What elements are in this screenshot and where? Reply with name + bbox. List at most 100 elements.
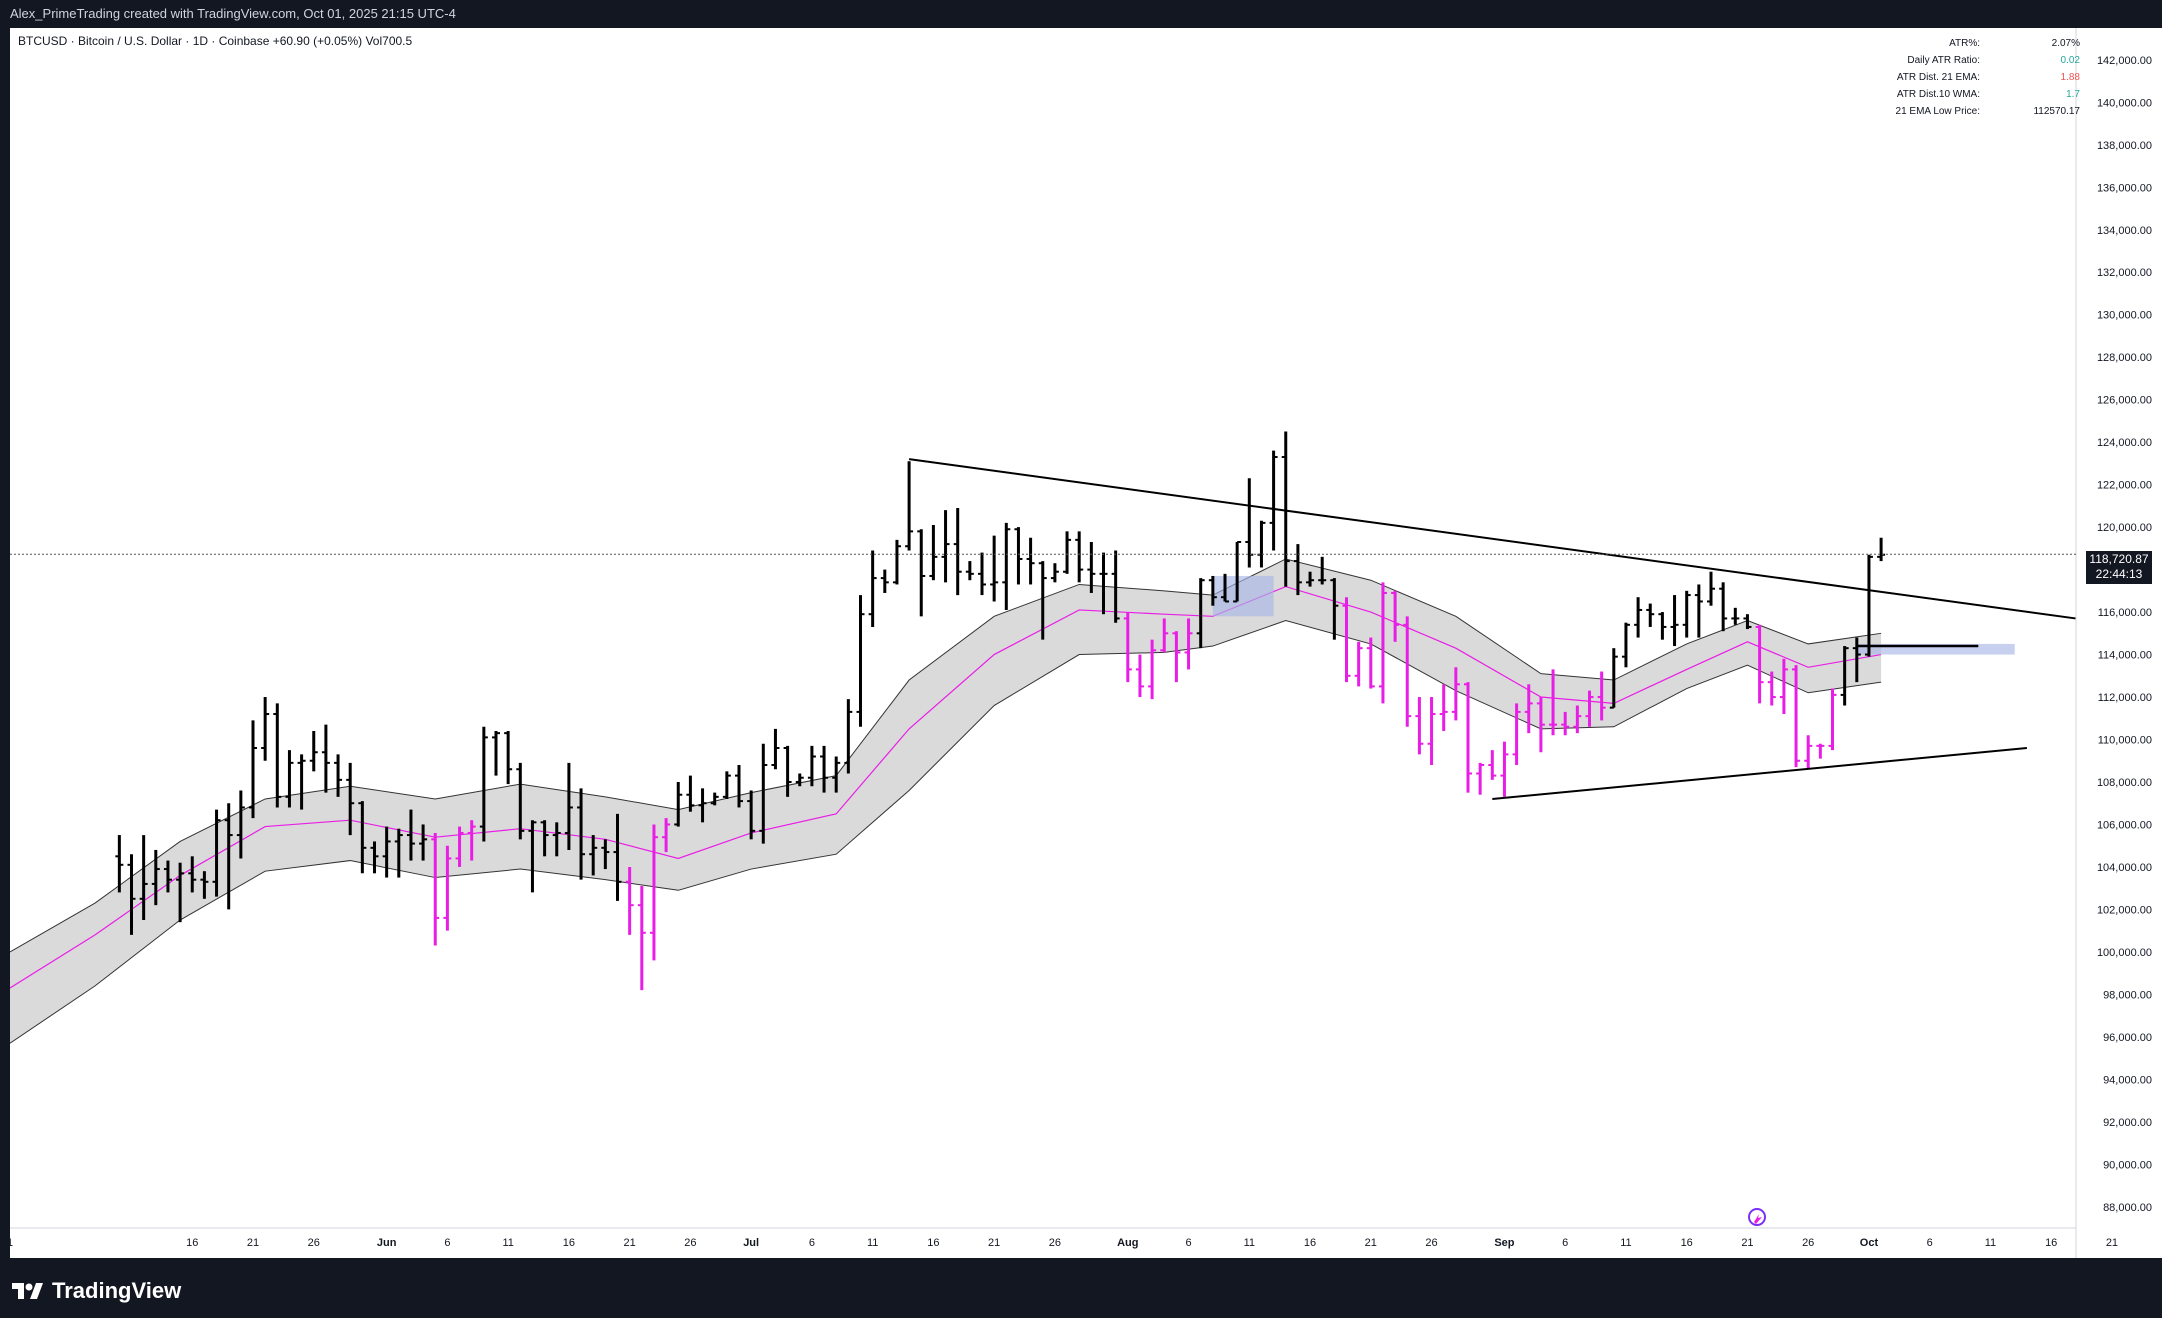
ohlc-bar xyxy=(1816,743,1825,759)
ohlc-bar xyxy=(1464,682,1472,793)
ohlc-bar xyxy=(1403,616,1412,727)
ohlc-bar xyxy=(188,856,197,893)
ohlc-bar xyxy=(1196,578,1205,649)
ohlc-bar xyxy=(1075,531,1084,583)
ohlc-bar xyxy=(1792,665,1801,768)
last-price-value: 118,720.87 xyxy=(2089,552,2149,566)
bar-countdown: 22:44:13 xyxy=(2095,567,2143,581)
price-tick-label: 124,000.00 xyxy=(2097,437,2152,449)
band-lower-line xyxy=(10,620,1882,1044)
ohlc-bar xyxy=(431,832,440,946)
ohlc-bar xyxy=(419,824,428,861)
ohlc-bar xyxy=(1828,688,1837,751)
ohlc-bar xyxy=(552,822,561,857)
price-tick-label: 140,000.00 xyxy=(2097,97,2152,109)
stats-value: 2.07% xyxy=(2051,38,2080,49)
ohlc-bar xyxy=(978,552,986,596)
highlight-zone xyxy=(1856,643,2015,655)
price-tick-label: 112,000.00 xyxy=(2098,692,2152,704)
ohlc-bar xyxy=(479,726,488,842)
ohlc-bar xyxy=(1233,540,1242,603)
ohlc-bar xyxy=(1707,571,1715,606)
ohlc-bar xyxy=(1014,527,1023,585)
ohlc-bar xyxy=(1451,667,1460,721)
ohlc-bar xyxy=(163,860,172,893)
ohlc-bar xyxy=(1500,741,1509,797)
ohlc-bar xyxy=(540,820,549,857)
stats-label: ATR%: xyxy=(1949,38,1980,49)
ohlc-bar xyxy=(1330,578,1339,640)
stats-value: 0.02 xyxy=(2060,55,2080,66)
ohlc-bar xyxy=(1682,590,1691,638)
ohlc-bar xyxy=(649,824,658,961)
price-tick-label: 122,000.00 xyxy=(2097,480,2152,492)
ohlc-bar xyxy=(1221,573,1229,603)
top-bar: Alex_PrimeTrading created with TradingVi… xyxy=(0,0,2162,28)
ohlc-bar xyxy=(1488,750,1497,780)
time-tick-label: 26 xyxy=(684,1237,696,1249)
ohlc-bar xyxy=(1026,537,1035,585)
ohlc-bar xyxy=(1293,544,1302,596)
ohlc-bar xyxy=(941,510,950,583)
ohlc-bar xyxy=(1524,684,1533,734)
price-tick-label: 126,000.00 xyxy=(2097,395,2152,407)
ohlc-bar xyxy=(1123,612,1132,683)
price-tick-label: 108,000.00 xyxy=(2097,777,2152,789)
ohlc-bar xyxy=(1476,762,1485,795)
time-tick-label: 6 xyxy=(1562,1237,1568,1249)
ohlc-bar xyxy=(1767,671,1776,706)
ohlc-bar xyxy=(686,775,695,812)
ohlc-bar xyxy=(1597,671,1606,721)
ohlc-bar xyxy=(358,801,367,874)
ohlc-bar xyxy=(1378,582,1387,704)
ohlc-bar xyxy=(309,731,318,772)
ohlc-bar xyxy=(1184,618,1193,670)
price-tick-label: 116,000.00 xyxy=(2098,607,2152,619)
ohlc-bar xyxy=(467,820,476,861)
ohlc-bar xyxy=(346,762,355,836)
ohlc-bar xyxy=(698,788,707,823)
price-tick-label: 98,000.00 xyxy=(2103,989,2152,1001)
symbol-legend: BTCUSD · Bitcoin / U.S. Dollar · 1D · Co… xyxy=(18,34,413,48)
ohlc-bar xyxy=(1585,690,1594,727)
time-tick-label: 16 xyxy=(1304,1237,1316,1249)
ohlc-bar xyxy=(735,764,743,808)
ohlc-bar xyxy=(674,781,683,827)
stats-label: 21 EMA Low Price: xyxy=(1895,106,1980,117)
time-tick-label: 26 xyxy=(308,1237,320,1249)
price-chart[interactable]: 88,000.00 90,000.00 92,000.00 94,000.00 96,0… xyxy=(10,28,2162,1258)
ohlc-bar xyxy=(747,790,756,840)
ohlc-bar xyxy=(370,841,379,874)
trendline xyxy=(1492,747,2027,800)
ohlc-bar xyxy=(1002,522,1011,610)
time-tick-label: 11 xyxy=(502,1237,513,1249)
ohlc-bar xyxy=(273,703,282,808)
ohlc-bar xyxy=(844,699,853,774)
ohlc-bar xyxy=(1840,646,1849,706)
price-tick-label: 90,000.00 xyxy=(2103,1159,2152,1171)
chart-credit: Alex_PrimeTrading created with TradingVi… xyxy=(10,6,456,21)
ohlc-bar xyxy=(528,820,537,893)
ohlc-bar xyxy=(1050,563,1059,583)
ohlc-bar xyxy=(200,871,209,899)
ohlc-bar xyxy=(1731,607,1740,625)
tradingview-brand[interactable]: TradingView xyxy=(12,1278,181,1304)
ohlc-bar xyxy=(1415,697,1424,755)
ohlc-bar xyxy=(1160,618,1169,653)
time-tick-label: Sep xyxy=(1494,1237,1514,1249)
chart-area[interactable]: 88,000.00 90,000.00 92,000.00 94,000.00 96,0… xyxy=(10,28,2162,1258)
ohlc-bar xyxy=(783,745,792,797)
time-tick-label: Jul xyxy=(743,1237,759,1249)
ohlc-bar xyxy=(1512,703,1521,765)
ohlc-bar xyxy=(1877,537,1886,562)
ohlc-bar xyxy=(261,697,270,761)
ohlc-bar xyxy=(905,461,914,551)
price-tick-label: 130,000.00 xyxy=(2097,310,2152,322)
ohlc-bar xyxy=(625,866,634,935)
price-tick-label: 114,000.00 xyxy=(2098,650,2152,662)
ohlc-bar xyxy=(722,771,731,799)
time-tick-label: 26 xyxy=(1049,1237,1061,1249)
price-tick-label: 100,000.00 xyxy=(2097,947,2152,959)
time-tick-label: 21 xyxy=(624,1237,636,1249)
ohlc-bar xyxy=(297,754,306,810)
